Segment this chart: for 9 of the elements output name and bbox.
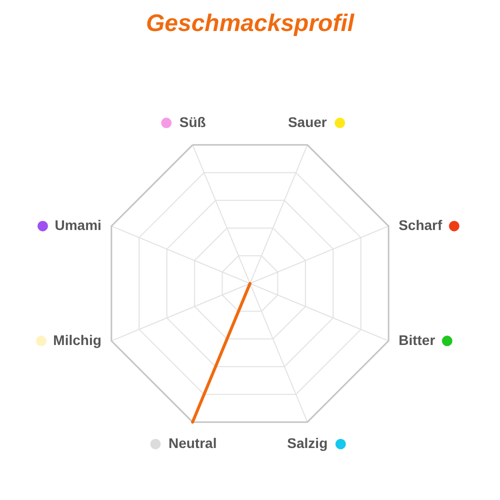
spoke-label: Neutral (168, 435, 217, 452)
spoke-label: Bitter (398, 332, 436, 348)
spoke-label: Umami (54, 217, 102, 234)
spoke-label: Scharf (398, 217, 442, 234)
spoke-label: Süß (179, 114, 206, 130)
chart-title: Geschmacksprofil (146, 10, 356, 37)
spoke-label: Sauer (288, 114, 328, 130)
spoke-label: Salzig (287, 435, 328, 452)
spoke-label: Milchig (53, 332, 102, 348)
